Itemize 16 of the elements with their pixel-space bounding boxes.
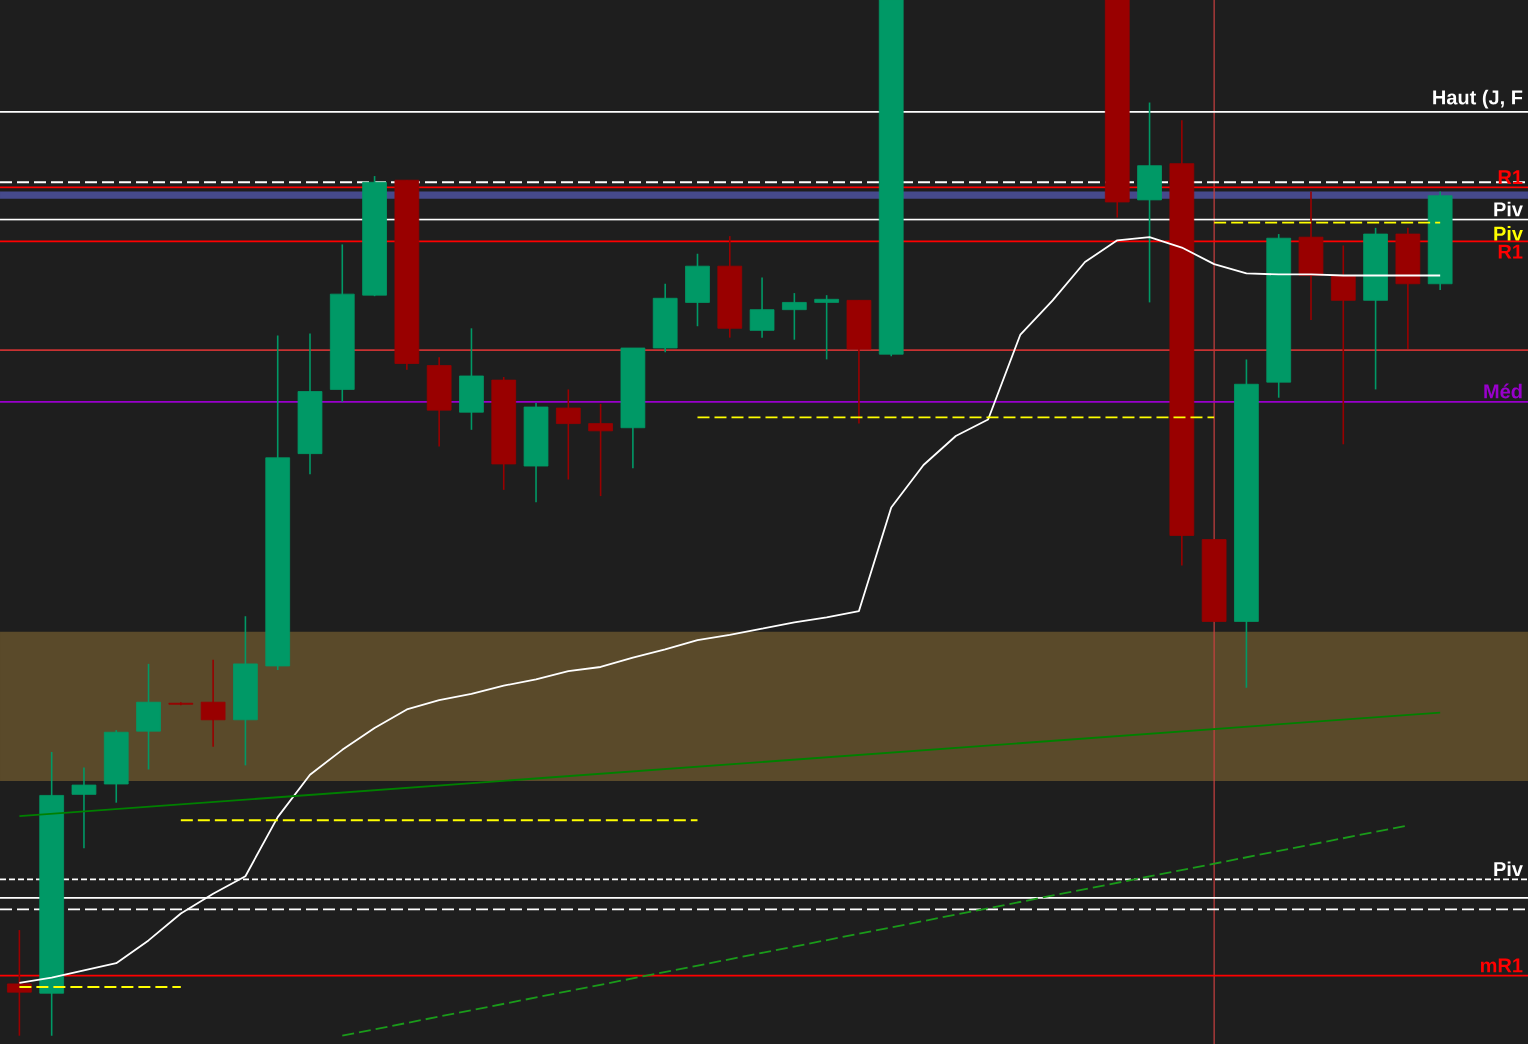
ref-line-label: mR1 [1480,958,1523,973]
ref-line-label: R1 [1498,170,1523,185]
candlestick [200,658,226,748]
candlestick [588,403,613,497]
candlestick [814,294,839,361]
ref-line-label: Méd [1484,383,1522,399]
text: Piv [1494,226,1523,241]
candlestick [782,292,807,341]
candlestick [749,276,775,339]
candlestick [555,388,581,481]
ref-line-label: Piv [1494,201,1523,217]
ref-line-label: Piv [1494,861,1523,876]
ref-line-label: R1 [1498,244,1523,259]
candlestick [7,929,32,1037]
ref-line-label: Haut (J, F [1433,89,1523,109]
candlestick [71,766,97,850]
